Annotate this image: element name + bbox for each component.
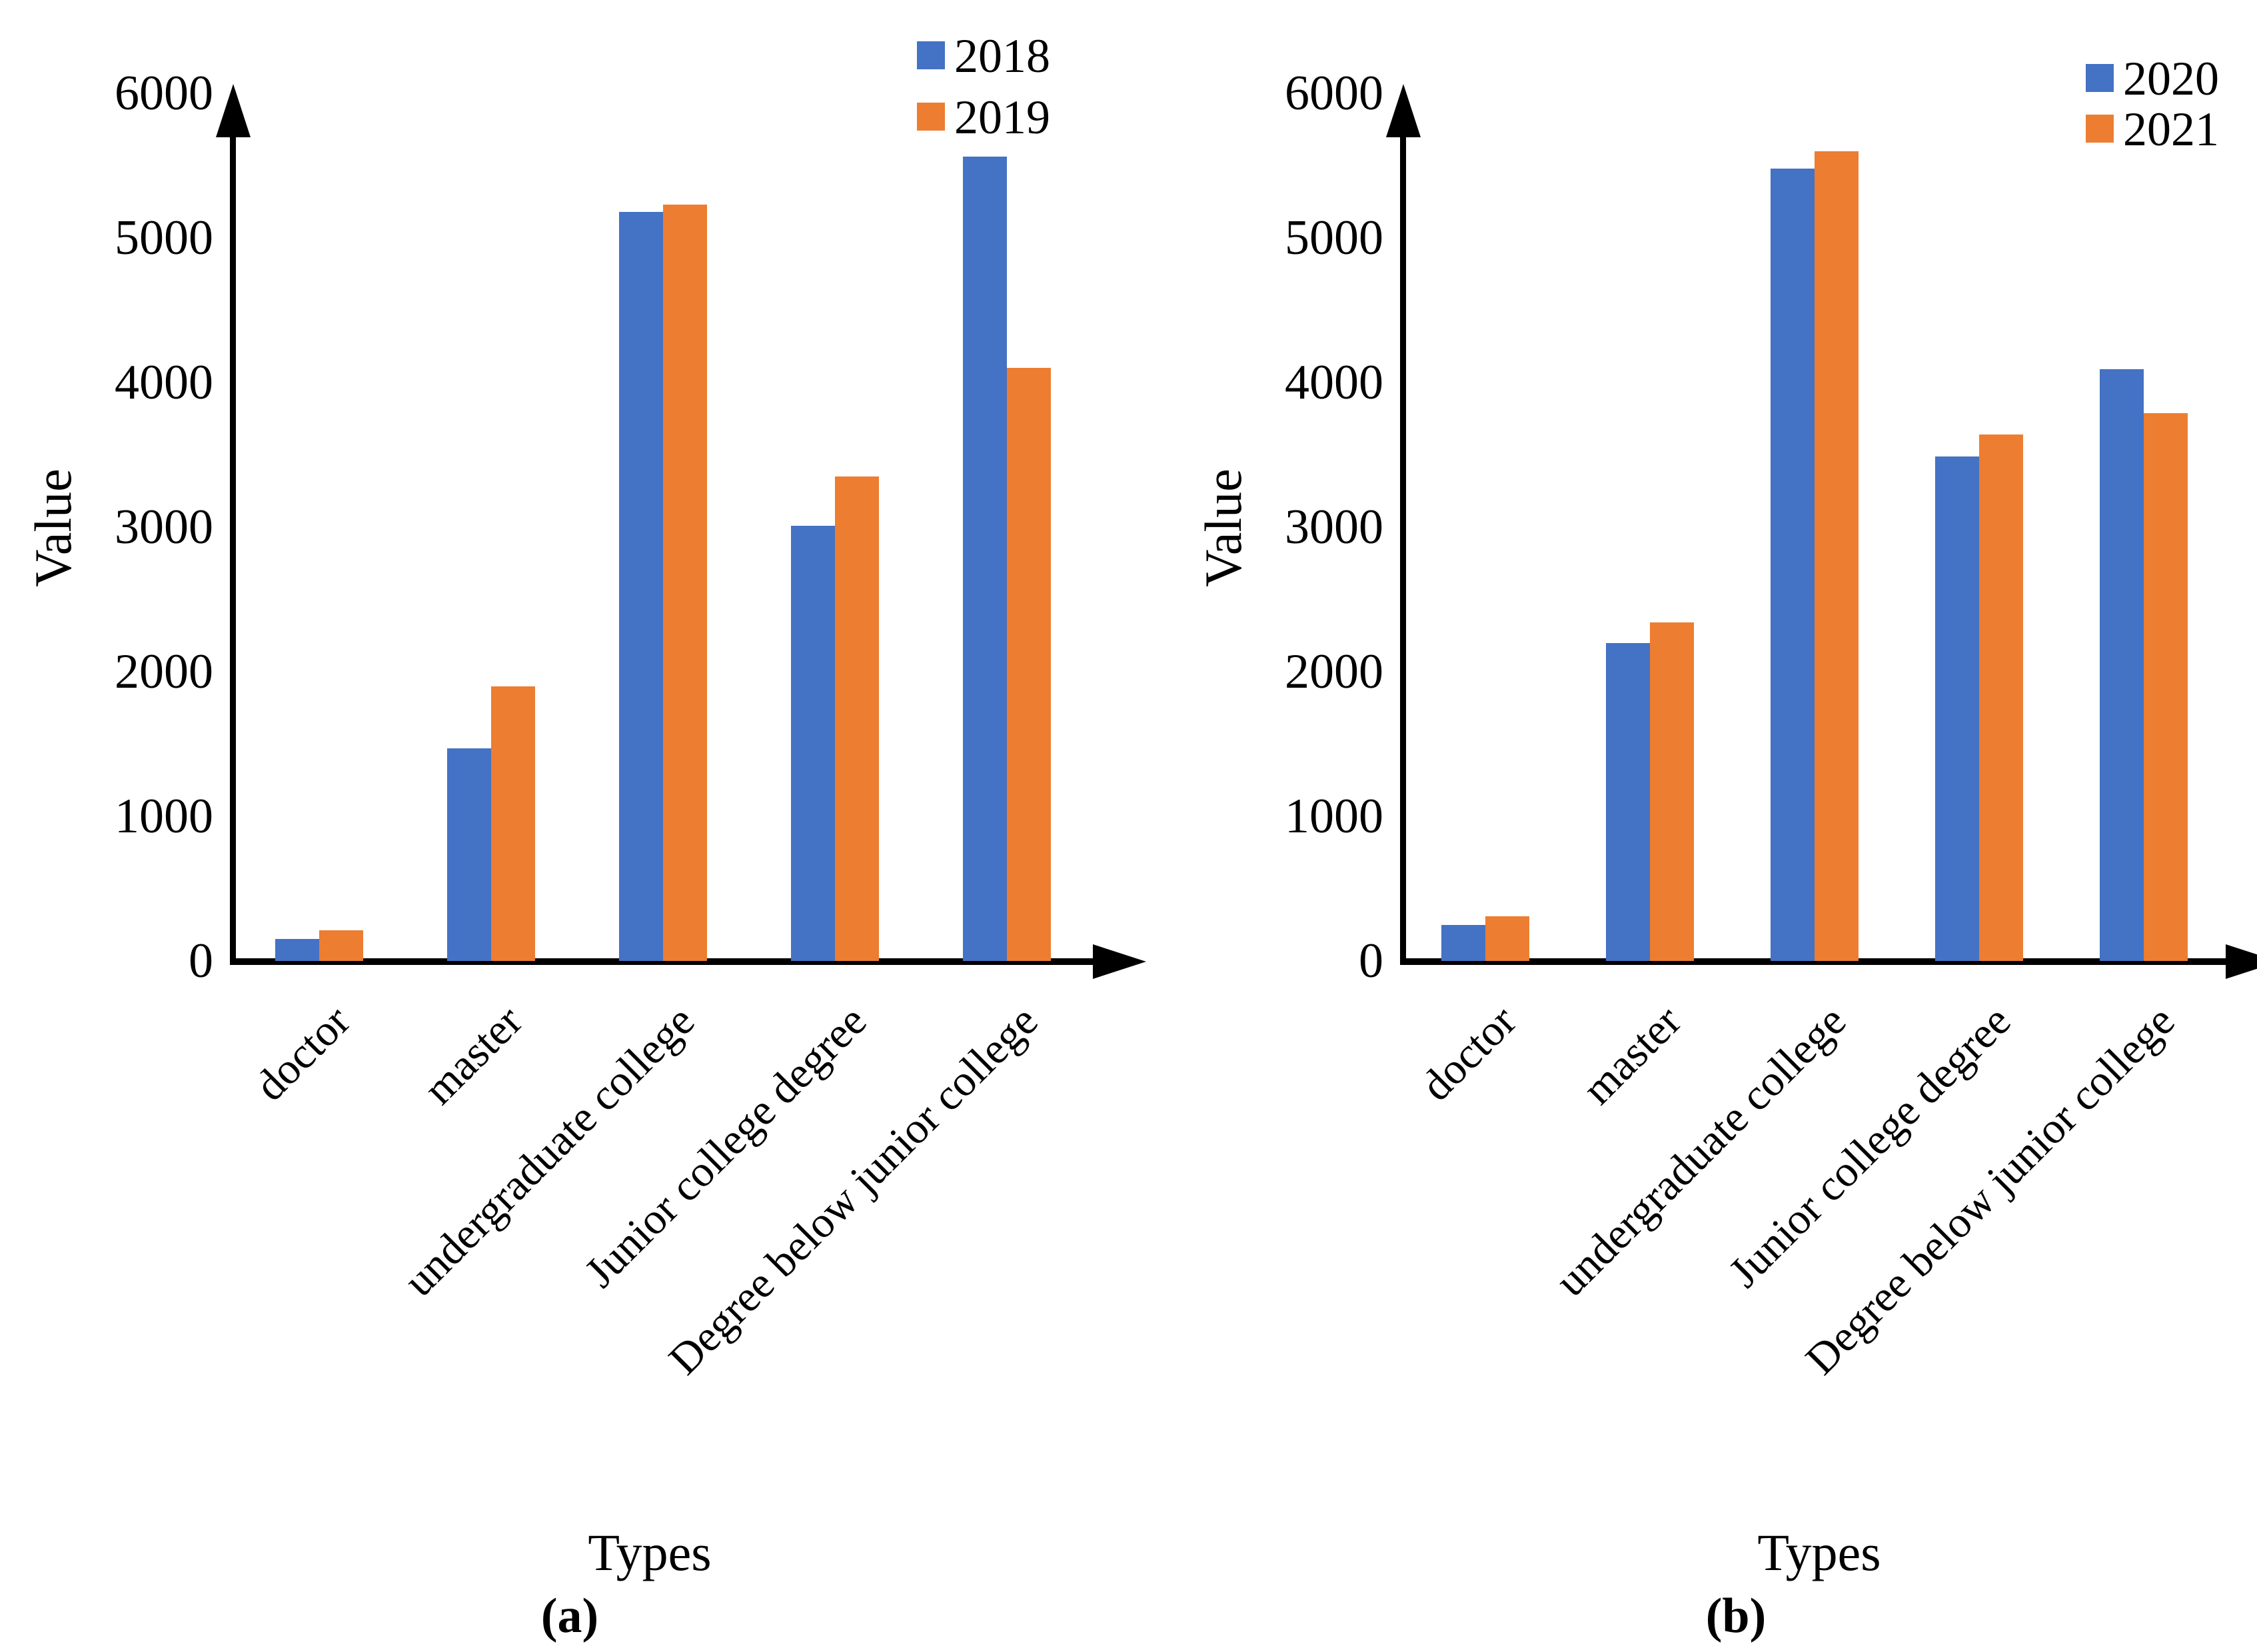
y-tick-label: 2000 [115,644,213,699]
bar-2018-category-2 [619,212,663,961]
panel-label: (b) [1705,1589,1767,1643]
y-tick-label: 6000 [115,66,213,121]
legend: 2018 2019 [917,32,1183,155]
y-tick-label: 6000 [1285,66,1383,121]
legend-swatch-icon [917,41,945,69]
x-axis-arrow-icon [2226,944,2257,979]
bar-2021-category-4 [2144,413,2188,961]
y-axis-arrow-icon [216,84,251,137]
y-tick-label: 1000 [115,789,213,844]
legend-swatch-icon [2086,64,2114,92]
y-tick-label: 1000 [1285,789,1383,844]
bar-2021-category-2 [1815,151,1859,961]
category-label: doctor [246,996,360,1111]
legend-label: 2020 [2123,52,2219,105]
legend-label: 2018 [954,29,1050,83]
y-axis-line [1400,133,1406,965]
category-label: master [414,996,532,1114]
x-axis-title: Types [588,1523,712,1581]
bar-2020-category-1 [1606,643,1650,961]
bar-2021-category-0 [1485,916,1529,961]
y-tick-label: 3000 [1285,500,1383,554]
category-label: Degree below junior college [660,996,1048,1384]
legend: 2020 2021 [2086,55,2257,156]
bar-2021-category-3 [1979,434,2023,961]
category-label: master [1573,996,1691,1114]
bar-2019-category-0 [319,930,363,961]
legend-item: 2020 [2086,55,2257,103]
bar-2020-category-4 [2100,369,2144,961]
legend-item: 2021 [2086,105,2257,153]
y-tick-label: 4000 [1285,355,1383,410]
bar-2018-category-1 [447,748,491,961]
category-label: Junior college degree [575,996,876,1297]
bar-2019-category-2 [663,205,707,961]
bar-2019-category-4 [1007,368,1051,961]
bar-2020-category-3 [1935,456,1979,961]
panel-label: (a) [540,1589,599,1643]
y-tick-label: 5000 [1285,211,1383,265]
category-label: Junior college degree [1719,996,2020,1297]
x-axis-title: Types [1757,1523,1881,1581]
y-tick-label: 5000 [115,211,213,265]
legend-swatch-icon [917,103,945,131]
y-axis-line [230,133,236,965]
bar-2018-category-3 [791,526,835,961]
y-tick-label: 3000 [115,500,213,554]
bar-2018-category-0 [275,939,319,961]
x-axis-line [1400,958,2226,965]
x-axis-arrow-icon [1093,944,1146,979]
y-axis-title: Value [1194,468,1252,587]
y-tick-label: 4000 [115,355,213,410]
category-label: undergraduate college [394,996,704,1306]
bar-2019-category-1 [491,686,535,961]
y-axis-title: Value [24,468,82,587]
y-tick-label: 0 [1359,934,1383,988]
bar-2018-category-4 [963,157,1007,961]
bar-2020-category-0 [1441,925,1485,961]
x-axis-line [230,958,1093,965]
y-axis-arrow-icon [1386,84,1421,137]
bar-2019-category-3 [835,476,879,961]
y-tick-label: 2000 [1285,644,1383,699]
category-label: undergraduate college [1545,996,1855,1306]
legend-swatch-icon [2086,115,2114,143]
legend-label: 2021 [2123,103,2219,156]
y-tick-label: 0 [189,934,213,988]
category-label: doctor [1412,996,1526,1111]
legend-label: 2019 [954,91,1050,144]
bar-2021-category-1 [1650,622,1694,961]
legend-item: 2019 [917,93,1183,141]
legend-item: 2018 [917,32,1183,80]
bar-2020-category-2 [1771,169,1815,961]
